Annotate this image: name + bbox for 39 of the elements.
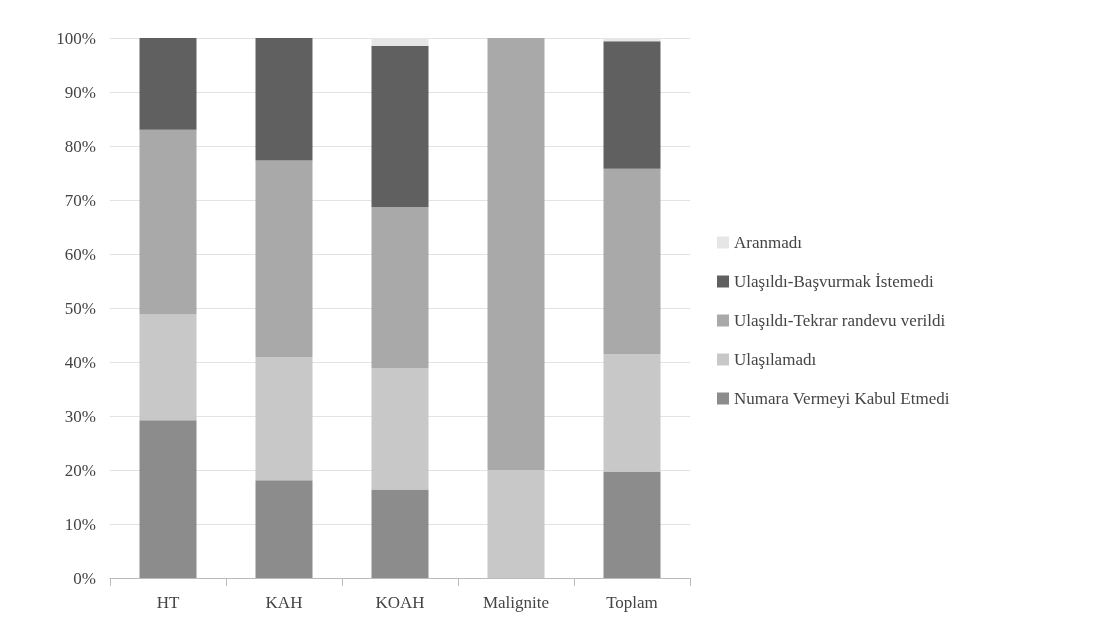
y-tick-label: 0%: [73, 568, 96, 588]
y-tick-label: 40%: [64, 352, 96, 372]
legend-label: Ulaşıldı-Başvurmak İstemedi: [734, 272, 934, 291]
bar: [371, 367, 429, 490]
x-tick-label: HT: [156, 593, 180, 612]
legend-label: Ulaşılamadı: [734, 350, 817, 369]
legend-label: Ulaşıldı-Tekrar randevu verildi: [734, 311, 946, 330]
x-tick-label: Malignite: [482, 593, 550, 612]
bar: [603, 41, 661, 169]
bar: [603, 168, 661, 354]
y-tick-label: 20%: [64, 460, 96, 480]
bar: [487, 470, 545, 578]
legend-label: Aranmadı: [734, 233, 803, 252]
y-tick-label: 100%: [56, 28, 96, 48]
x-tick-label: KAH: [265, 593, 303, 612]
bar: [371, 489, 429, 578]
y-tick-label: 60%: [64, 244, 96, 264]
bar: [371, 46, 429, 208]
bar: [371, 207, 429, 368]
bar: [603, 471, 661, 578]
legend-label: Numara Vermeyi Kabul Etmedi: [734, 389, 950, 408]
bar: [255, 160, 313, 358]
bar: [255, 357, 313, 481]
y-tick-label: 10%: [64, 514, 96, 534]
x-tick-label: KOAH: [375, 593, 425, 612]
bar: [139, 420, 197, 578]
x-tick-label: Toplam: [606, 593, 658, 612]
y-tick-label: 90%: [64, 82, 96, 102]
bar: [255, 38, 313, 161]
bar: [139, 38, 197, 130]
bar: [139, 314, 197, 421]
y-tick-label: 30%: [64, 406, 96, 426]
bar: [603, 353, 661, 472]
y-tick-label: 70%: [64, 190, 96, 210]
bar: [255, 480, 313, 578]
bar: [487, 38, 545, 470]
y-tick-label: 80%: [64, 136, 96, 156]
bar: [139, 129, 197, 315]
y-tick-label: 50%: [64, 298, 96, 318]
